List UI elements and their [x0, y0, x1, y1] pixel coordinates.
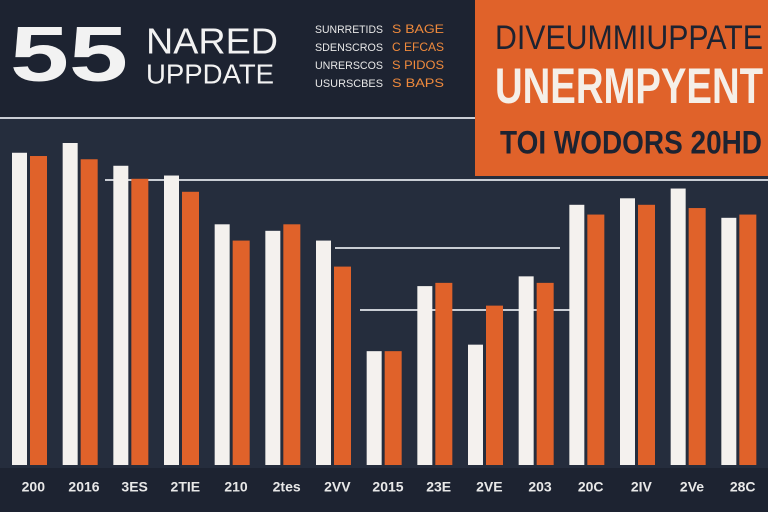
- x-tick-label: 2Ve: [680, 479, 704, 495]
- bar: [417, 286, 433, 465]
- bar: [334, 266, 351, 465]
- bar: [131, 178, 149, 465]
- bar: [214, 224, 230, 465]
- x-tick-label: 28C: [730, 479, 756, 495]
- bar: [80, 159, 98, 465]
- bar: [182, 191, 199, 465]
- subtitle: TOI WODORS 20HD: [500, 124, 762, 160]
- x-tick-label: 200: [22, 479, 46, 495]
- row-value: S BAPS: [392, 76, 444, 90]
- legend-rows: SUNRRETIDS S BAGE SDENSCROS C EFCAS UNRERSCO…: [315, 22, 444, 90]
- bar: [620, 198, 635, 466]
- bar: [721, 217, 737, 465]
- x-tick-label: 2tes: [273, 479, 301, 495]
- bar: [265, 230, 281, 465]
- bar: [62, 143, 78, 465]
- bar: [587, 214, 605, 465]
- bar: [435, 282, 453, 465]
- row-value: C EFCAS: [392, 40, 444, 54]
- badge-text: NARED: [146, 21, 278, 62]
- x-tick-label: 210: [224, 479, 248, 495]
- bar: [316, 240, 331, 465]
- overline: DIVEUMMIUPPATE: [495, 19, 763, 57]
- bar: [670, 188, 686, 466]
- bar: [164, 175, 179, 465]
- bar: [486, 305, 503, 465]
- x-tick-label: 2IV: [631, 479, 653, 495]
- bar: [12, 152, 27, 465]
- bar: [113, 165, 129, 465]
- x-tick-label: 2016: [68, 479, 99, 495]
- bar: [638, 204, 655, 465]
- bar: [30, 156, 47, 465]
- bar: [384, 351, 402, 465]
- x-tick-label: 3ES: [121, 479, 147, 495]
- badge-text: UPPDATE: [146, 58, 274, 89]
- bar: [366, 351, 382, 465]
- title-panel: [475, 0, 768, 176]
- x-tick-label: 2TIE: [171, 479, 201, 495]
- chart-title: UNERMPYENT: [495, 58, 763, 114]
- bar: [569, 204, 585, 465]
- bar: [739, 214, 757, 465]
- bar: [232, 240, 250, 465]
- badge: 55: [10, 10, 128, 98]
- x-tick-label: 20C: [578, 479, 604, 495]
- x-tick-label: 23E: [426, 479, 451, 495]
- row-value: S PIDOS: [392, 58, 444, 72]
- row-label: SDENSCROS: [315, 42, 383, 54]
- row-label: SUNRRETIDS: [315, 24, 383, 36]
- bar: [518, 276, 534, 465]
- bar: [283, 224, 301, 465]
- row-value: S BAGE: [392, 22, 444, 36]
- x-tick-label: 2015: [372, 479, 403, 495]
- plot: 200 2016 3ES 2TIE 210 2tes 2VV 2015 23E 2VE 203 20C…: [12, 143, 757, 495]
- bar: [536, 282, 554, 465]
- x-tick-label: 203: [528, 479, 552, 495]
- bar: [688, 208, 706, 465]
- row-label: USURSCBES: [315, 78, 383, 90]
- bar: [468, 344, 483, 465]
- x-tick-label: 2VV: [324, 479, 351, 495]
- x-tick-label: 2VE: [476, 479, 502, 495]
- row-label: UNRERSCOS: [315, 60, 383, 72]
